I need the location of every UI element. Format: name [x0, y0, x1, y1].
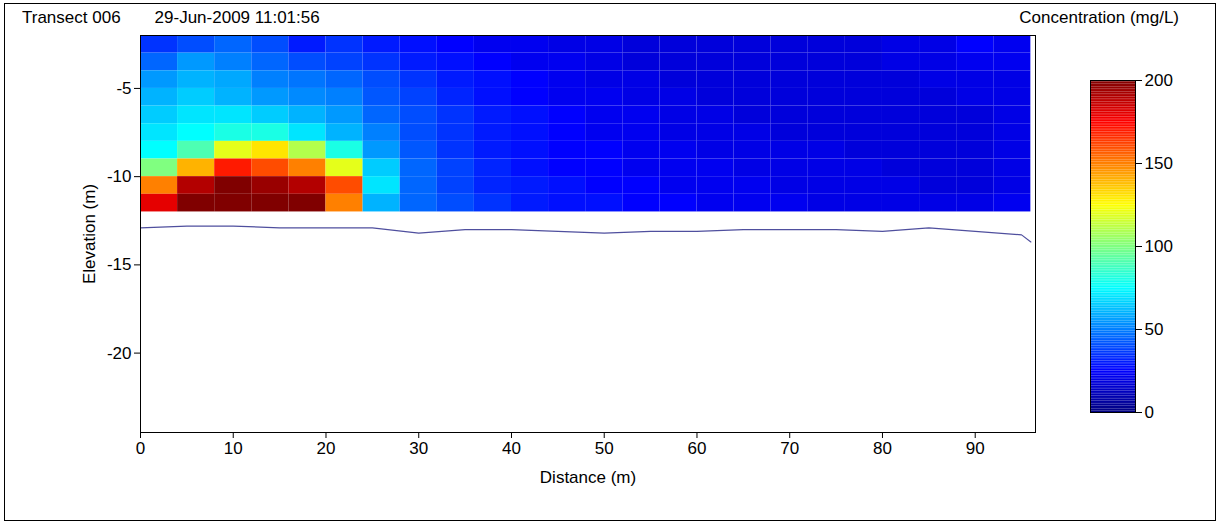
svg-text:0: 0 — [1145, 403, 1154, 422]
html-text:Transect 006: Transect 006 — [22, 8, 121, 27]
svg-text:Elevation (m): Elevation (m) — [80, 184, 99, 284]
html-text:29-Jun-2009 11:01:56: 29-Jun-2009 11:01:56 — [154, 8, 320, 27]
svg-text:50: 50 — [1145, 320, 1164, 339]
svg-text:Distance (m): Distance (m) — [540, 468, 636, 487]
svg-text:50: 50 — [595, 439, 614, 458]
svg-text:200: 200 — [1145, 71, 1173, 90]
svg-text:80: 80 — [873, 439, 892, 458]
svg-text:0: 0 — [136, 439, 145, 458]
svg-text:20: 20 — [317, 439, 336, 458]
svg-text:100: 100 — [1145, 237, 1173, 256]
svg-text:70: 70 — [780, 439, 799, 458]
svg-text:90: 90 — [966, 439, 985, 458]
svg-text:10: 10 — [224, 439, 243, 458]
svg-text:-15: -15 — [107, 255, 132, 274]
svg-text:-20: -20 — [107, 344, 132, 363]
svg-text:-5: -5 — [116, 79, 131, 98]
svg-text:150: 150 — [1145, 154, 1173, 173]
svg-text:-10: -10 — [107, 167, 132, 186]
svg-text:30: 30 — [409, 439, 428, 458]
html-text:Concentration (mg/L): Concentration (mg/L) — [1019, 8, 1179, 27]
svg-text:60: 60 — [688, 439, 707, 458]
svg-text:40: 40 — [502, 439, 521, 458]
